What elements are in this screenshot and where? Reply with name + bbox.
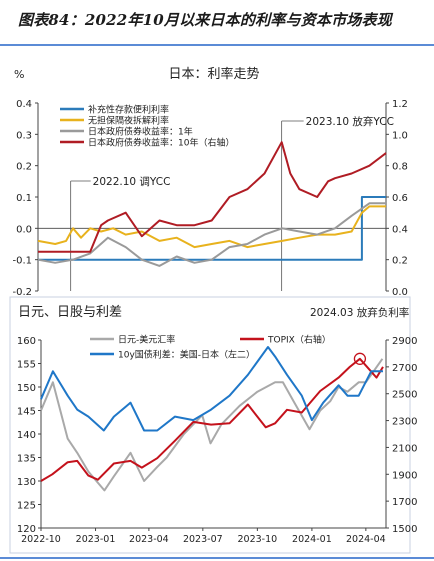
chart2-legend-label-0: 日元-美元汇率 <box>118 334 175 346</box>
chart2-y-tick-label: 130 <box>17 477 36 488</box>
chart1-legend-label-3: 日本政府债券收益率：10年（右轴） <box>88 137 234 149</box>
chart1-y-tick-label: 0.4 <box>16 99 32 110</box>
chart2-y2-tick-label: 1700 <box>392 497 417 508</box>
chart2-legend-label-2: 10y国债利差：美国-日本（左二） <box>118 349 255 361</box>
chart2-y-tick-label: 140 <box>17 430 36 441</box>
chart1-series-line-3 <box>38 141 387 253</box>
chart1-y-unit: % <box>14 68 24 81</box>
chart2-series-line-1 <box>40 357 384 482</box>
chart2-annotation-neg-rate-exit: 2024.03 放弃负利率 <box>310 306 409 319</box>
chart1-series-line-0 <box>38 196 386 261</box>
chart2-x-tick-label: 2024-04 <box>346 534 386 545</box>
chart2-y2-tick-label: 1900 <box>392 470 417 481</box>
chart2-series-line-2 <box>40 346 383 432</box>
chart1-y-tick-label: 0.1 <box>16 193 32 204</box>
chart1-y2-tick-label: 0.4 <box>392 224 408 235</box>
chart2-y-tick-label: 160 <box>17 336 36 347</box>
chart2-legend-label-1: TOPIX（右轴） <box>267 334 331 346</box>
chart1-y2-tick-label: 0.8 <box>392 162 408 173</box>
chart1-legend-label-2: 日本政府债券收益率：1年 <box>88 126 193 138</box>
chart1-legend-label-1: 无担保隔夜拆解利率 <box>88 115 169 127</box>
chart2-x-tick-label: 2022-10 <box>21 534 61 545</box>
figure-header: 图表84：2022年10月以来日本的利率与资本市场表现 <box>0 0 434 46</box>
bottom-rule <box>0 557 434 559</box>
chart1-y-tick-label: 0.3 <box>16 130 32 141</box>
chart2-x-tick-label: 2023-04 <box>129 534 169 545</box>
chart1-y-tick-label: 0.0 <box>16 224 32 235</box>
chart1-y2-tick-label: 0.2 <box>392 256 408 267</box>
chart2-y-tick-label: 125 <box>17 501 36 512</box>
chart1-y-tick-label: -0.2 <box>12 287 32 298</box>
chart2-series-line-0 <box>40 358 384 492</box>
chart2-y-tick-label: 145 <box>17 407 36 418</box>
chart1-y2-tick-label: 1.2 <box>392 99 408 110</box>
chart1-y-tick-label: 0.2 <box>16 162 32 173</box>
chart2-y2-tick-label: 2100 <box>392 443 417 454</box>
chart2-y-tick-label: 135 <box>17 454 36 465</box>
chart1-annotation-ycc-adjust: 2022.10 调YCC <box>93 176 171 188</box>
chart2-y-tick-label: 120 <box>17 524 36 535</box>
chart2-y-tick-label: 155 <box>17 360 36 371</box>
chart2-y2-tick-label: 1500 <box>392 524 417 535</box>
chart2-neg-rate-exit-marker <box>353 352 367 365</box>
chart1-legend-label-0: 补充性存款便利利率 <box>88 104 169 116</box>
chart2-x-tick-label: 2024-01 <box>292 534 332 545</box>
chart2-y2-tick-label: 2900 <box>392 336 417 347</box>
chart2-x-tick-label: 2023-10 <box>238 534 278 545</box>
charts-canvas: 日本：利率走势% 0.4 0.3 0.2 0.1 0.0 -0.1 -0.2 1.2 1.0 0.8… <box>9 66 417 554</box>
chart2-y-tick-label: 150 <box>17 383 36 394</box>
chart1-y2-tick-label: 1.0 <box>392 130 408 141</box>
chart1-y2-tick-label: 0.0 <box>392 287 408 298</box>
figure-title: 图表84：2022年10月以来日本的利率与资本市场表现 <box>18 11 392 29</box>
chart2-x-tick-label: 2023-01 <box>76 534 116 545</box>
chart1-series-line-1 <box>37 205 386 249</box>
chart1-annotation-ycc-exit: 2023.10 放弃YCC <box>306 115 394 128</box>
chart1-y-tick-label: -0.1 <box>12 256 32 267</box>
chart1-series-line-2 <box>37 202 386 267</box>
chart2-y2-tick-label: 2500 <box>392 390 417 401</box>
chart1-y2-tick-label: 0.6 <box>392 193 408 204</box>
chart1-title: 日本：利率走势 <box>168 66 259 82</box>
chart2-y2-tick-label: 2300 <box>392 417 417 428</box>
chart2-x-tick-label: 2023-07 <box>183 534 223 545</box>
chart2-title: 日元、日股与利差 <box>18 305 122 320</box>
chart2-y2-tick-label: 2700 <box>392 363 417 374</box>
